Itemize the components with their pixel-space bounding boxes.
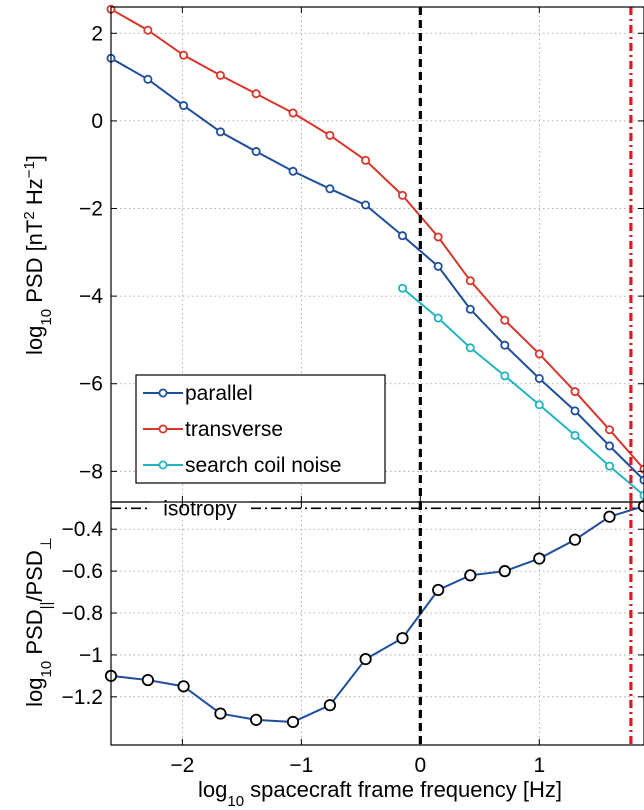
isotropy-line-group: isotropy [111, 497, 644, 520]
data-point [604, 461, 614, 471]
data-point [397, 283, 407, 293]
data-point [500, 371, 510, 381]
data-point [214, 707, 227, 720]
series-line [110, 57, 644, 481]
ytick-label: −2 [79, 198, 103, 221]
data-point [570, 387, 580, 397]
data-point [215, 70, 225, 80]
bottom-series [104, 500, 644, 729]
legend-marker [158, 388, 168, 398]
legend-label: transverse [185, 418, 283, 441]
top-series [106, 4, 644, 500]
ytick-label: −0.8 [62, 602, 103, 625]
data-point [639, 490, 644, 500]
xtick-label: −2 [170, 754, 194, 777]
bottom-vlines [418, 502, 633, 745]
data-point [143, 74, 153, 84]
data-point [603, 510, 616, 523]
data-point [323, 699, 337, 712]
xtick-label: 0 [414, 754, 426, 777]
legend-entries: parallel transverse search coil noise [143, 382, 341, 477]
bottom-ylabel: log10 PSD||/PSD⊥ [22, 537, 55, 707]
bottom-grid [111, 502, 644, 745]
legend-label: parallel [185, 382, 253, 405]
data-point [500, 315, 510, 325]
data-point [325, 184, 335, 194]
data-point [361, 200, 371, 210]
data-point [397, 190, 407, 200]
data-point [465, 343, 475, 353]
data-point [432, 583, 445, 597]
ytick-label: −0.6 [62, 560, 103, 583]
isotropy-label: isotropy [163, 497, 237, 520]
data-point [286, 715, 300, 729]
data-point [250, 713, 263, 726]
data-point [179, 50, 189, 60]
data-point [433, 313, 443, 323]
data-point [396, 632, 409, 645]
ytick-label: −1 [79, 644, 103, 667]
legend: parallel transverse search coil noise [135, 374, 386, 484]
ytick-label: −6 [79, 373, 103, 396]
legend-marker [158, 424, 168, 434]
data-point [325, 130, 335, 140]
top-yticks: 2 0 −2 −4 −6 −8 [79, 22, 644, 483]
data-point [141, 673, 154, 687]
top-vlines [418, 7, 633, 502]
xtick-label: −1 [289, 754, 313, 777]
top-panel: 2 0 −2 −4 −6 −8 log10 PSD [nT2 Hz−1] parallel… [21, 4, 644, 503]
data-point [534, 400, 544, 410]
data-point [570, 406, 580, 416]
data-point [177, 680, 190, 693]
data-point [534, 349, 544, 359]
data-point [568, 533, 582, 546]
ytick-label: −0.4 [62, 518, 104, 541]
data-point [533, 552, 546, 565]
bottom-yticks: −0.4 −0.6 −0.8 −1 −1.2 [62, 518, 644, 709]
data-point [143, 25, 153, 35]
data-point [498, 565, 511, 578]
data-point [179, 101, 189, 111]
top-ylabel: log10 PSD [nT2 Hz−1] [21, 155, 55, 355]
series-line [110, 505, 644, 723]
legend-label: search coil noise [185, 454, 341, 477]
data-point [604, 425, 614, 435]
data-point [534, 373, 544, 383]
data-point [500, 340, 510, 350]
data-point [639, 475, 644, 485]
data-point [215, 127, 225, 137]
data-point [359, 653, 372, 666]
ytick-label: −4 [79, 285, 103, 308]
ytick-label: −8 [79, 460, 103, 483]
data-point [604, 441, 614, 451]
data-point [433, 232, 443, 242]
legend-marker [158, 460, 168, 470]
isotropy-label-bg [150, 497, 250, 520]
data-point [433, 261, 443, 271]
bottom-panel: isotropy −0.4 −0.6 −0.8 −1 −1.2 −2 −1 0 1 log10… [22, 7, 644, 810]
series-line [401, 287, 644, 497]
data-point [464, 569, 477, 582]
xtick-label: 1 [533, 754, 545, 777]
bottom-axes-frame [110, 501, 644, 746]
data-point [570, 430, 580, 440]
series-line [110, 8, 644, 470]
bottom-xticks: −2 −1 0 1 [170, 7, 545, 777]
data-point [397, 231, 407, 241]
ytick-label: −1.2 [62, 686, 103, 709]
data-point [251, 147, 261, 157]
data-point [251, 89, 261, 99]
data-point [361, 155, 371, 165]
data-point [288, 166, 298, 176]
bottom-xlabel: log10 spacecraft frame frequency [Hz] [198, 777, 562, 810]
ytick-label: 0 [91, 110, 103, 133]
ytick-label: 2 [91, 22, 103, 45]
data-point [288, 108, 298, 118]
data-point [465, 276, 475, 286]
data-point [465, 304, 475, 314]
